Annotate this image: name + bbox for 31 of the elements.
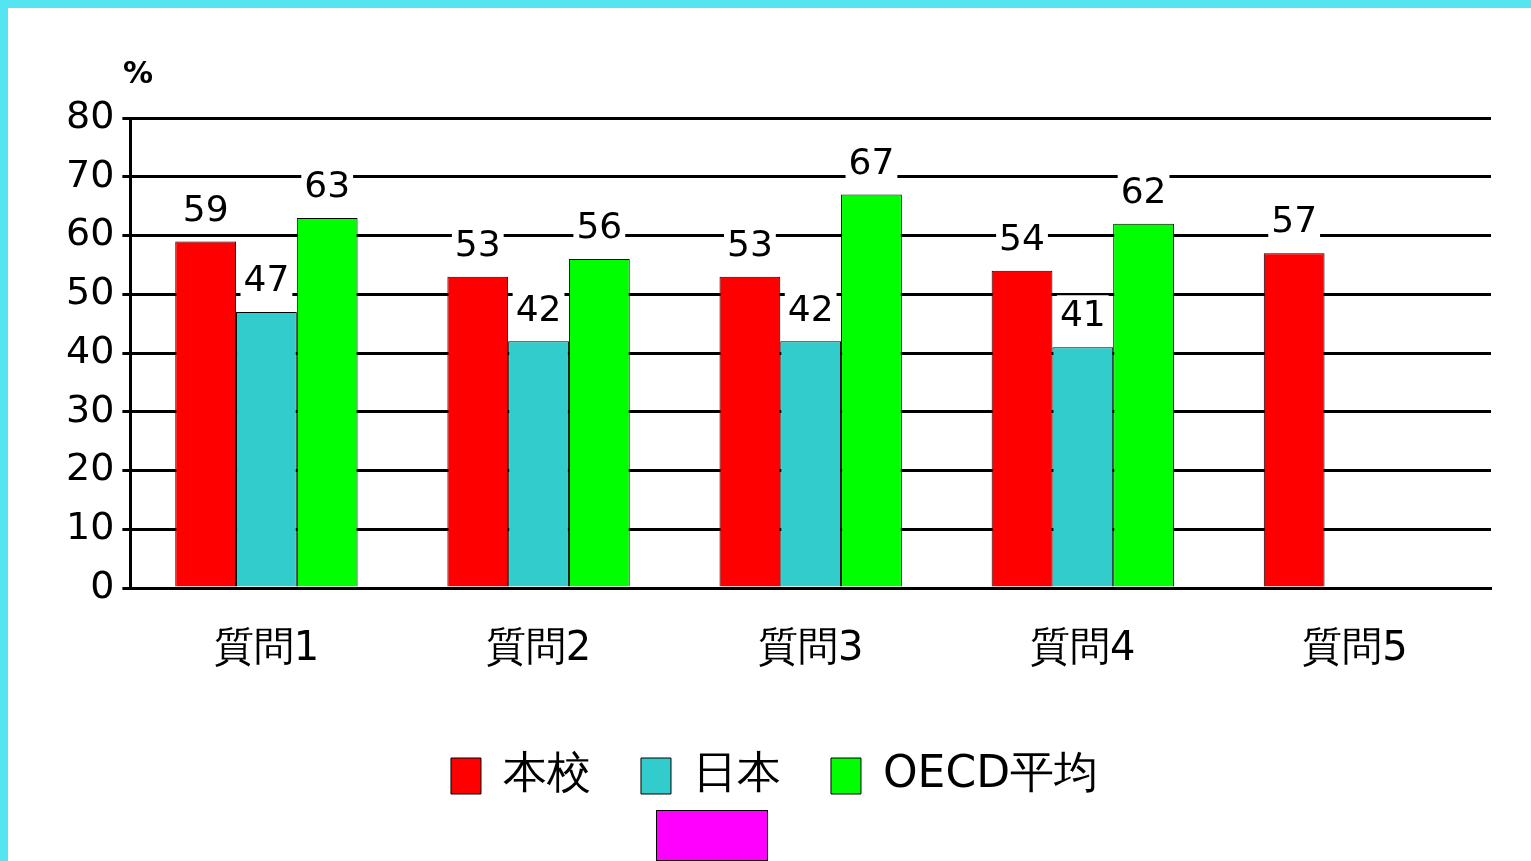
data-label: 56 [576, 205, 623, 247]
x-tick-label: 質問1 [213, 623, 320, 670]
y-tick-label: 60 [65, 210, 115, 255]
y-tick-label: 80 [65, 92, 115, 137]
y-tick-label: 40 [65, 327, 115, 372]
y-tick-label: 20 [65, 445, 115, 490]
data-label: 63 [304, 164, 351, 206]
y-tick-label: 50 [65, 269, 115, 314]
x-tick-label: 質問5 [1302, 623, 1408, 670]
legend-label: 本校 [502, 746, 591, 798]
x-tick-label: 質問3 [757, 623, 864, 670]
data-label: 53 [726, 222, 773, 264]
data-label: 59 [182, 187, 229, 229]
y-axis-title: % [122, 54, 154, 90]
data-label: 47 [243, 258, 290, 300]
y-tick-label: 70 [65, 151, 115, 196]
data-label: 67 [848, 140, 895, 182]
data-label: 62 [1120, 170, 1167, 212]
x-tick-label: 質問2 [485, 623, 592, 670]
data-label: 42 [787, 287, 834, 329]
legend-label: 日本 [692, 746, 781, 798]
y-tick-label: 30 [65, 386, 115, 431]
data-label: 57 [1271, 199, 1318, 241]
legend-label: OECD平均 [882, 746, 1099, 798]
y-tick-label: 0 [90, 562, 115, 607]
data-label: 42 [515, 287, 562, 329]
y-tick-label: 10 [65, 504, 115, 549]
data-label: 54 [999, 217, 1045, 259]
data-label: 41 [1059, 293, 1106, 335]
data-label: 53 [454, 222, 501, 264]
x-tick-label: 質問4 [1030, 623, 1136, 670]
